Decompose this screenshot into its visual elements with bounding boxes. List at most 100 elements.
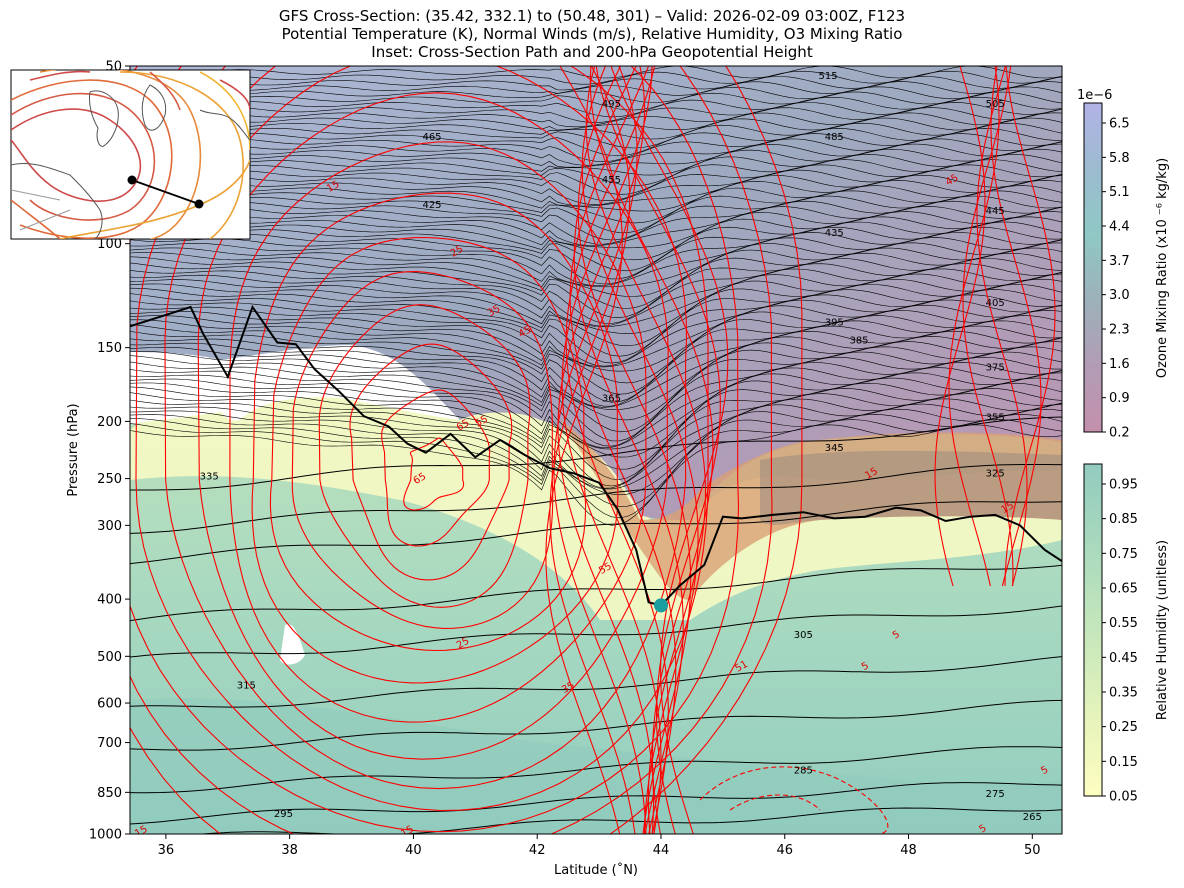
theta-contour-label: 425: [422, 200, 441, 211]
theta-contour-label: 505: [986, 99, 1005, 110]
theta-contour-line: [130, 96, 1062, 118]
wind-contour-line: [130, 66, 773, 834]
y-tick-label: 250: [97, 472, 122, 487]
theta-contour-line: [130, 221, 1062, 272]
theta-contour-line: [130, 325, 1062, 403]
theta-contour-label: 365: [602, 394, 621, 405]
theta-contour-label: 275: [986, 789, 1005, 800]
theta-contour-line: [130, 247, 1062, 297]
wind-contour-line: [1004, 66, 1056, 587]
theta-contour-label: 265: [1023, 812, 1042, 823]
inset-path-end: [194, 199, 204, 209]
cross-section-marker: [653, 598, 668, 613]
rh-colorbar-ticks: 0.95 0.85 0.75 0.65 0.55 0.45 0.35 0.25 0.15 0.05: [1102, 478, 1138, 805]
colorbar-tick-label: 0.95: [1109, 478, 1138, 493]
y-axis-label: Pressure (hPa): [66, 403, 81, 496]
theta-contour-line: [130, 195, 1062, 241]
theta-contour-label: 455: [602, 175, 621, 186]
wind-contour-line: [553, 66, 647, 834]
theta-contour-line: [130, 656, 1062, 708]
theta-contour-label: 325: [986, 468, 1005, 479]
wind-contour-line: [269, 236, 587, 652]
theta-contour-line: [130, 424, 1062, 526]
theta-contour-label: 435: [825, 228, 844, 239]
colorbar-tick-label: 5.8: [1109, 151, 1130, 166]
theta-contour-label: 465: [422, 132, 441, 143]
x-tick-label: 44: [653, 843, 670, 858]
wind-contour-label: 15: [1000, 500, 1017, 516]
theta-contour-line: [130, 237, 1062, 287]
wind-contour-line: [164, 66, 688, 790]
colorbar-tick-label: 1.6: [1109, 357, 1130, 372]
wind-contour-label: 55: [473, 414, 490, 430]
inset-map: [10, 69, 251, 240]
wind-contour-label: 5: [1039, 764, 1050, 777]
x-tick-label: 42: [529, 843, 546, 858]
theta-contour-line: [130, 76, 1062, 91]
x-tick-label: 38: [281, 843, 298, 858]
wind-contour-label: 45: [517, 324, 534, 340]
wind-contour-line: [565, 66, 669, 834]
rh-moist-low-band: [130, 698, 1062, 834]
x-tick-label: 50: [1024, 843, 1041, 858]
theta-contour-labels: 5155054954854654554454354254053953853753…: [200, 71, 1042, 823]
ozone-dark-band: [760, 450, 1062, 525]
theta-contour-line: [130, 180, 1062, 212]
theta-contour-line: [130, 746, 1062, 794]
inset-path-start: [127, 175, 137, 185]
figure-title-line-1: GFS Cross-Section: (35.42, 332.1) to (50…: [279, 7, 905, 25]
theta-contour-label: 295: [274, 809, 293, 820]
wind-contour-label: 35: [486, 303, 503, 319]
theta-contour-line: [130, 268, 1062, 327]
theta-contour-label: 375: [986, 362, 1005, 373]
theta-contour-line: [130, 367, 1062, 449]
y-tick-label: 700: [97, 736, 122, 751]
y-tick-label: 500: [97, 650, 122, 665]
ozone-colorbar-label: Ozone Mixing Ratio (x10 ⁻⁶ kg/kg): [1155, 158, 1170, 378]
theta-contour-label: 315: [237, 680, 256, 691]
wind-contour-line: [403, 437, 465, 511]
plot-frame: [129, 65, 1063, 835]
theta-contour-line: [130, 377, 1062, 458]
theta-contour-line: [130, 464, 1062, 534]
wind-contour-line: [291, 271, 554, 629]
wind-contour-line: [990, 66, 1042, 587]
y-tick-label: 300: [97, 519, 122, 534]
y-tick-label: 1000: [89, 828, 122, 843]
colorbar-tick-label: 0.85: [1109, 512, 1138, 527]
figure-title-line-3: Inset: Cross-Section Path and 200-hPa Ge…: [371, 43, 813, 61]
theta-contour-line: [130, 289, 1062, 357]
theta-contour-label: 395: [825, 318, 844, 329]
wind-contour-line: [229, 141, 647, 723]
wind-contour-line: [318, 304, 531, 608]
colorbar-tick-label: 5.1: [1109, 185, 1130, 200]
y-tick-label: 150: [97, 341, 122, 356]
wind-contour-line: [381, 389, 491, 547]
rh-colorbar-label: Relative Humidity (unitless): [1155, 540, 1170, 720]
x-axis-label: Latitude (˚N): [554, 862, 638, 878]
theta-contour-line: [130, 148, 1062, 176]
theta-contour-line: [130, 315, 1062, 384]
theta-contour-line: [130, 416, 1062, 491]
theta-contour-line: [130, 278, 1062, 334]
empty-white-patch: [280, 624, 305, 665]
theta-contour-label: 495: [602, 99, 621, 110]
theta-contour-line: [130, 138, 1062, 166]
colorbar-tick-label: 0.45: [1109, 651, 1138, 666]
theta-contour-label: 485: [825, 132, 844, 143]
theta-contour-line: [130, 408, 1062, 496]
y-tick-label: 200: [97, 415, 122, 430]
wind-contour-label: 5: [860, 660, 871, 673]
theta-contour-line: [130, 564, 1062, 622]
theta-contour-label: 345: [825, 443, 844, 454]
theta-contour-line: [130, 273, 1062, 328]
wind-contour-line: [251, 192, 619, 684]
rh-colorbar: 0.95 0.85 0.75 0.65 0.55 0.45 0.35 0.25 0.15 0.05…: [1083, 463, 1170, 805]
theta-contour-line: [130, 112, 1062, 131]
theta-contour-line: [130, 258, 1062, 319]
theta-contour-line: [130, 362, 1062, 447]
colorbar-tick-label: 4.4: [1109, 220, 1130, 235]
colorbar-tick-label: 0.2: [1109, 426, 1130, 441]
theta-contour-line: [130, 330, 1062, 407]
